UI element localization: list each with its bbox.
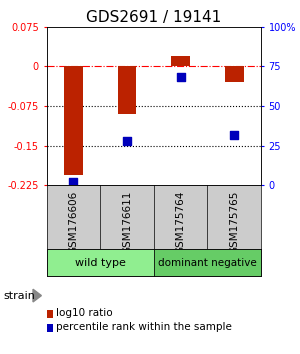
Title: GDS2691 / 19141: GDS2691 / 19141 [86, 10, 221, 25]
Point [232, 132, 237, 137]
Bar [46, 249, 154, 276]
Point [71, 179, 76, 185]
Text: GSM176606: GSM176606 [68, 190, 78, 254]
Text: GSM175764: GSM175764 [176, 190, 186, 254]
Text: strain: strain [3, 291, 35, 301]
Bar [64, 66, 83, 175]
Bar [225, 66, 244, 82]
Text: GSM175765: GSM175765 [229, 190, 239, 254]
Bar [118, 66, 136, 114]
Text: GSM176611: GSM176611 [122, 190, 132, 254]
Text: wild type: wild type [75, 257, 126, 268]
Text: dominant negative: dominant negative [158, 257, 257, 268]
Point [124, 138, 129, 144]
Text: log10 ratio: log10 ratio [56, 308, 112, 318]
Bar [171, 56, 190, 66]
Text: percentile rank within the sample: percentile rank within the sample [56, 322, 231, 332]
Bar [154, 249, 261, 276]
Point [178, 75, 183, 80]
